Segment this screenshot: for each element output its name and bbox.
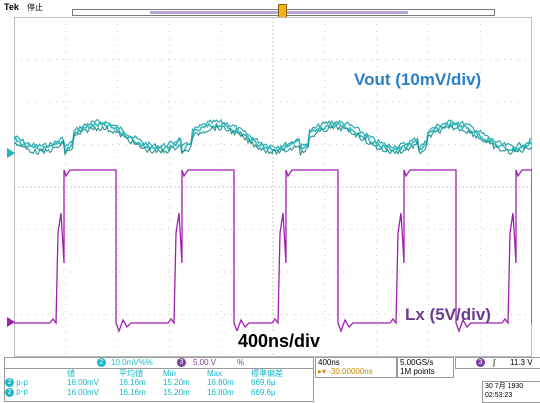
ch2-ground-marker-icon[interactable] xyxy=(7,148,15,158)
position-arrow-icon: ▸▾ xyxy=(318,367,327,376)
record-points: 1M points xyxy=(400,367,435,376)
trigger-slope-icon: ∫ xyxy=(493,358,496,367)
top-status-bar: Tek 停止 T xyxy=(0,0,540,26)
ch3-lx-trace xyxy=(14,169,532,333)
vout-waveform-path xyxy=(14,118,532,151)
datetime-readout: 30 7月 1930 02:53:23 xyxy=(482,381,540,403)
measurement-name: p-p xyxy=(16,378,28,387)
measurement-value: 16.00mV xyxy=(67,378,100,388)
acquisition-status: 停止 xyxy=(27,3,43,12)
header-cell: 値 xyxy=(67,369,75,378)
measurement-row: 2 p-p 16.00mV 16.16m 15.20m 16.80m 669.6… xyxy=(5,378,287,388)
graticule-grid xyxy=(14,17,532,357)
horizontal-position-row: ▸▾ -30.00000ns xyxy=(316,367,396,376)
header-cell: Max xyxy=(207,369,223,378)
trigger-source-badge: 3 xyxy=(476,358,485,367)
measurement-std: 669.6µ xyxy=(251,378,276,388)
tek-logo: Tek xyxy=(4,2,19,12)
bottom-info-panel: 2 10.0mV%% 3 5.00 V % 値 平均値 Min Max 標準偏差… xyxy=(0,357,540,403)
lx-annotation: Lx (5V/div) xyxy=(405,305,491,324)
timebase-annotation: 400ns/div xyxy=(232,331,327,352)
horizontal-scale: 400ns xyxy=(318,358,340,367)
ch3-suffix: % xyxy=(237,358,245,367)
measurement-max: 16.80m xyxy=(207,378,234,388)
header-cell xyxy=(5,369,67,378)
sample-rate: 5.00GS/s xyxy=(400,358,434,367)
trigger-level: 11.3 V xyxy=(510,358,533,367)
header-cell: 標準偏差 xyxy=(251,369,283,378)
measurement-row: 2 p-p 16.00mV 16.16m 15.20m 16.80m 669.6… xyxy=(5,387,287,397)
measurement-min: 15.20m xyxy=(163,387,190,397)
measurement-mean: 16.16m xyxy=(119,378,146,388)
ch2-vout-trace xyxy=(14,118,532,156)
measurement-min: 15.20m xyxy=(163,378,190,388)
vout-waveform-path xyxy=(14,124,532,156)
ch2-scale: 10.0mV%% xyxy=(111,358,153,367)
horizontal-position: -30.00000ns xyxy=(328,367,373,376)
time-text: 02:53:23 xyxy=(485,392,513,399)
ch2-badge: 2 xyxy=(97,358,106,367)
measurement-mean: 16.16m xyxy=(119,387,146,397)
measurement-ch-badge: 2 xyxy=(5,387,14,397)
measurement-table[interactable]: 値 平均値 Min Max 標準偏差 2 p-p 16.00mV 16.16m … xyxy=(4,368,314,402)
trigger-readout[interactable]: 3 ∫ 11.3 V xyxy=(455,357,540,369)
measurement-label: 2 p-p xyxy=(5,378,67,388)
measurement-ch-badge: 2 xyxy=(5,378,14,388)
vout-annotation: Vout (10mV/div) xyxy=(354,70,482,89)
measurement-std: 669.6µ xyxy=(251,387,276,397)
trigger-position-marker[interactable] xyxy=(278,4,287,18)
measurement-value: 16.00mV xyxy=(67,387,100,397)
header-cell: Min xyxy=(163,369,176,378)
date-text: 30 7月 1930 xyxy=(485,383,524,390)
header-cell: 平均値 xyxy=(119,369,143,378)
lx-waveform-path xyxy=(14,169,532,333)
waveform-display xyxy=(14,17,532,357)
measurement-max: 16.80m xyxy=(207,387,234,397)
measurement-header-row: 値 平均値 Min Max 標準偏差 xyxy=(5,369,287,378)
ch3-scale: 5.00 V xyxy=(193,358,217,367)
measurement-label: 2 p-p xyxy=(5,387,67,397)
horizontal-readout[interactable]: 400ns ▸▾ -30.00000ns xyxy=(315,357,397,378)
ch3-ground-marker-icon[interactable] xyxy=(7,317,15,327)
measurement-name: p-p xyxy=(16,387,28,397)
ch3-badge: 3 xyxy=(177,358,186,367)
acquisition-readout[interactable]: 5.00GS/s 1M points xyxy=(397,357,454,378)
